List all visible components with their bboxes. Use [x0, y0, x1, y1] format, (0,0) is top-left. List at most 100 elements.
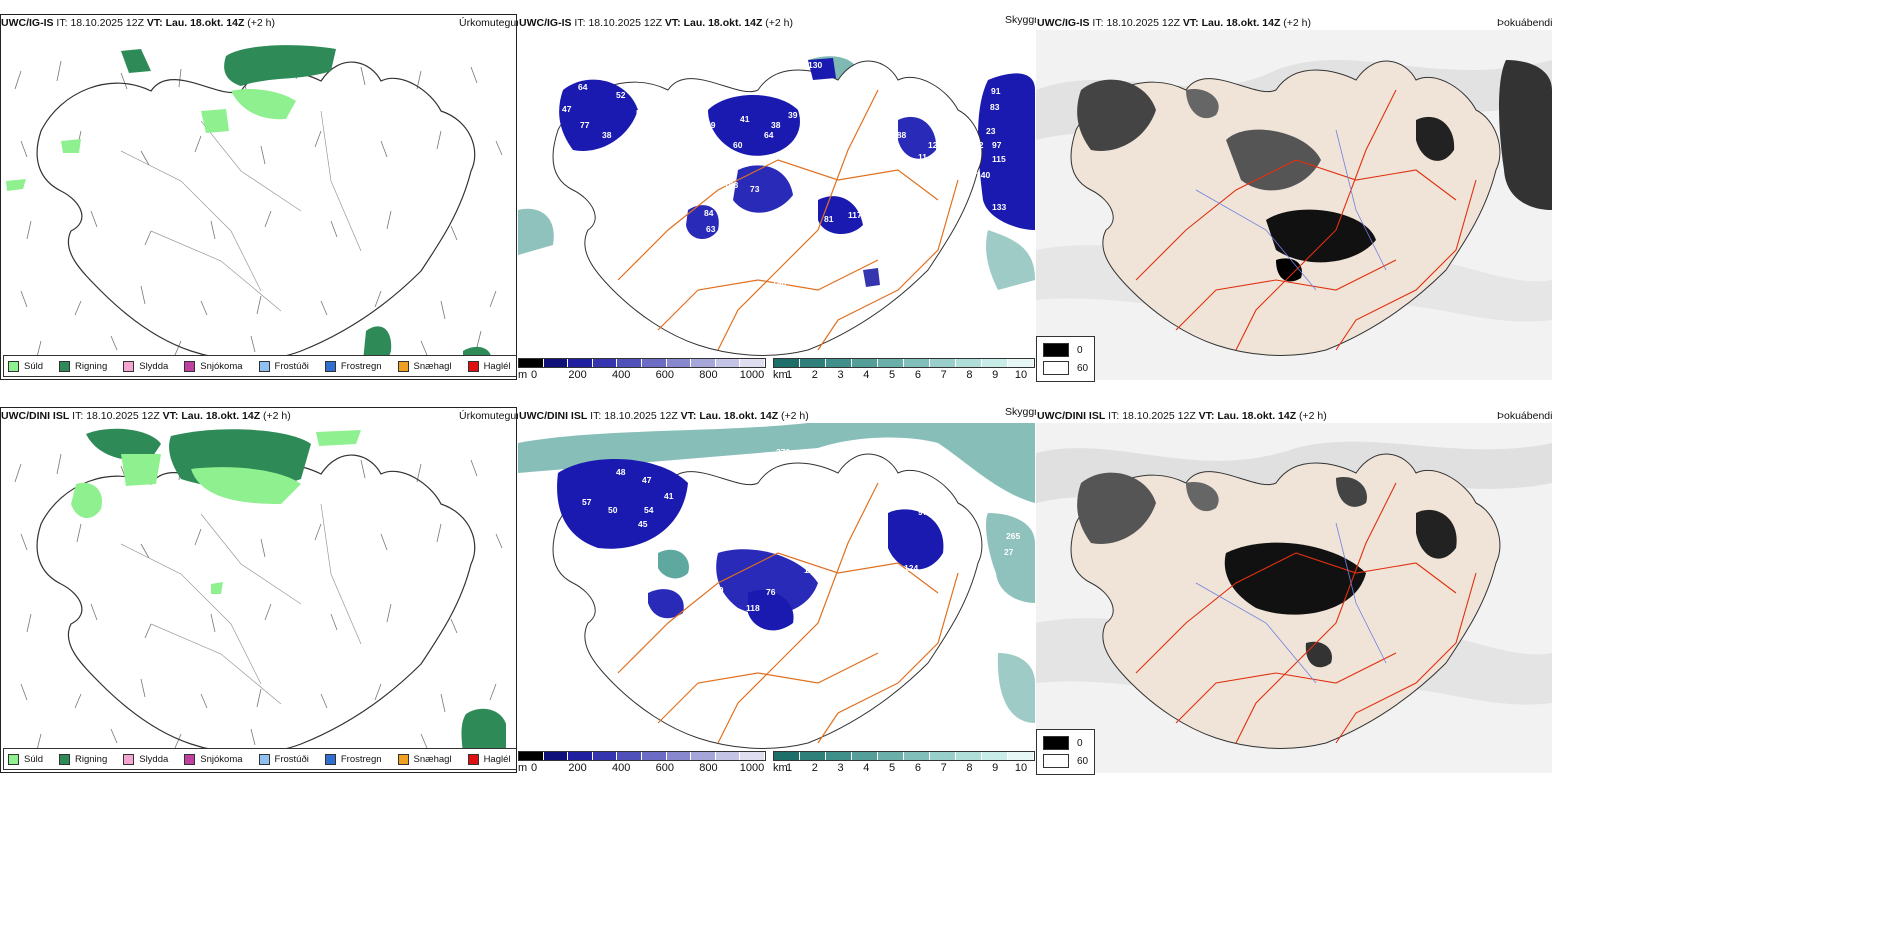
visibility-low-areas: [559, 58, 937, 287]
colorbar-segment: [852, 752, 878, 760]
legend-label: Frostúði: [274, 360, 309, 372]
colorbar-tick: 10: [1014, 369, 1028, 380]
legend-swatch: [324, 360, 336, 372]
colorbar-tick: 800: [699, 369, 718, 380]
colorbar-segment: [568, 359, 593, 367]
visibility-value-label: 101: [762, 485, 776, 495]
precip-map-row2: [14, 428, 506, 764]
visibility-value-label: 99: [714, 585, 724, 595]
legend-swatch: [123, 753, 135, 765]
legend-item: Haglél: [467, 360, 511, 372]
colorbar-segment: [930, 752, 956, 760]
fog-legend-row2: 0 60: [1036, 729, 1096, 775]
colorbar-segment: [800, 752, 826, 760]
colorbar-segment: [740, 752, 765, 760]
visibility-value-label: 118: [746, 603, 760, 613]
fog-header-row2: UWC/DINI ISL IT: 18.10.2025 12Z VT: Lau.…: [1037, 410, 1327, 422]
visibility-value-label: 52: [616, 90, 626, 100]
visibility-value-label: 45: [663, 108, 673, 118]
colorbar-tick: 1: [785, 369, 793, 380]
fog-title-row2: Þokuábendi: [1497, 410, 1553, 422]
visibility-value-label: 41: [740, 114, 750, 124]
legend-item: Snjókoma: [184, 360, 243, 372]
visibility-value-label: 54: [644, 505, 654, 515]
colorbar-segment: [878, 752, 904, 760]
legend-item: Frostregn: [324, 753, 382, 765]
visibility-panel-row1: 130 64 52 47 57 45 77 38 39 41 38 39 60 64 61 73 108 84 78…: [518, 14, 1035, 380]
colorbar-tick: 0: [530, 369, 538, 380]
fog-map-row2: [1036, 423, 1552, 773]
legend-label: Haglél: [483, 360, 511, 372]
legend-swatch: [467, 753, 479, 765]
visibility-value-label: 68: [806, 190, 816, 200]
visibility-value-label: 48: [616, 467, 626, 477]
colorbar-segment: [691, 752, 716, 760]
visibility-value-label: 47: [642, 475, 652, 485]
legend-label: Frostúði: [274, 753, 309, 765]
visibility-value-label: 38: [602, 130, 612, 140]
colorbar-tick: 7: [940, 369, 947, 380]
legend-swatch: [184, 753, 196, 765]
legend-swatch: [8, 360, 19, 372]
visibility-value-label: 265: [1006, 531, 1020, 541]
colorbar-segment: [774, 359, 800, 367]
colorbar-tick: 600: [655, 369, 674, 380]
colorbar-tick: 8: [966, 762, 973, 773]
colorbar-tick: 800: [699, 762, 718, 773]
visibility-value-label: 58: [668, 577, 678, 587]
fog-dense-areas: [1077, 79, 1455, 282]
legend-label: Slydda: [139, 753, 169, 765]
colorbar-tick: 600: [655, 762, 674, 773]
colorbar-segment: [641, 359, 667, 367]
colorbar-tick: 1000: [739, 369, 765, 380]
legend-item: Snjókoma: [184, 753, 243, 765]
legend-swatch: [59, 360, 71, 372]
colorbar-segment: [956, 359, 982, 367]
colorbar-tick: 9: [992, 762, 999, 773]
visibility-value-label: 63: [706, 224, 716, 234]
colorbar-segment: [878, 359, 904, 367]
colorbar-segment: [543, 359, 569, 367]
legend-item: Haglél: [467, 753, 511, 765]
legend-swatch: [397, 753, 409, 765]
colorbar-segment: [592, 359, 618, 367]
visibility-value-label: 78: [720, 212, 730, 222]
visibility-value-label: 76: [766, 587, 776, 597]
legend-swatch: [258, 360, 270, 372]
colorbar-tick: 6: [914, 369, 921, 380]
legend-item: Rigning: [59, 360, 107, 372]
precip-title-row1: Úrkomutegund: [459, 17, 528, 29]
visibility-value-label: 117: [848, 210, 862, 220]
colorbar-segment: [519, 359, 544, 367]
visibility-colorbar-row1: km 1 2 3 4 5 6 7 8 9 10: [773, 358, 1035, 380]
legend-item: Frostregn: [324, 360, 382, 372]
visibility-value-label: 42: [974, 140, 984, 150]
precip-map-row1: [6, 45, 503, 371]
visibility-value-label: 78: [952, 521, 962, 531]
legend-item: Snæhagl: [397, 753, 452, 765]
visibility-value-label: 186: [772, 278, 786, 288]
visibility-value-label: 108: [724, 180, 738, 190]
legend-label: Slydda: [139, 360, 169, 372]
precip-header-row1: UWC/IG-IS IT: 18.10.2025 12Z VT: Lau. 18…: [1, 17, 276, 29]
colorbar-tick: 1: [785, 762, 793, 773]
colorbar-tick: 5: [889, 762, 896, 773]
colorbar-segment: [666, 752, 692, 760]
colorbar-tick: 400: [612, 762, 631, 773]
colorbar-tick: 8: [966, 369, 973, 380]
legend-swatch: [397, 360, 409, 372]
legend-swatch: [258, 753, 270, 765]
legend-swatch: [467, 360, 479, 372]
colorbar-segment: [904, 752, 930, 760]
visibility-value-label: 133: [992, 202, 1006, 212]
legend-swatch: [123, 360, 135, 372]
visibility-value-label: 77: [580, 120, 590, 130]
visibility-colorbar-row2: km 1 2 3 4 5 6 7 8 9 10: [773, 751, 1035, 773]
colorbar-tick: 200: [568, 369, 587, 380]
visibility-value-label: 60: [733, 140, 743, 150]
colorbar-unit: m: [518, 369, 528, 380]
colorbar-tick: 6: [914, 762, 921, 773]
colorbar-segment: [641, 752, 667, 760]
colorbar-unit: m: [518, 762, 528, 773]
visibility-value-label: 97: [992, 140, 1002, 150]
